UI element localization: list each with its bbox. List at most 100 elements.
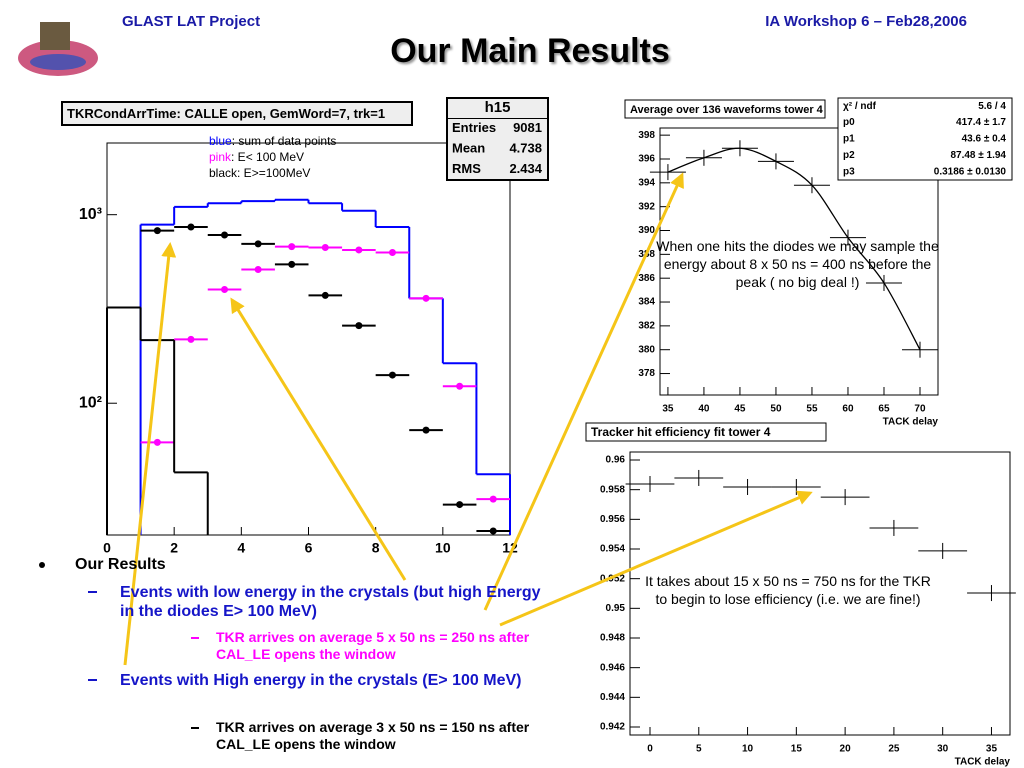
logo [18,22,98,76]
x-tick-label: 55 [806,404,818,415]
stats-value: 43.6 ± 0.4 [962,134,1007,145]
y-tick-label: 10² [79,394,102,411]
x-tick-label: 30 [937,744,949,755]
stats-value: 0.3186 ± 0.0130 [934,166,1007,177]
chart-title: Tracker hit efficiency fit tower 4 [591,425,771,439]
stats-value: 9081 [513,120,542,135]
y-tick-label: 0.948 [600,633,625,644]
y-tick-label: 0.958 [600,484,625,495]
x-tick-label: 10 [742,744,754,755]
title-box [61,101,413,126]
y-tick-label: 0.946 [600,662,625,673]
x-tick-label: 2 [170,540,178,556]
annotation: It takes about 15 x 50 ns = 750 ns for t… [645,573,931,607]
stats-key: RMS [452,161,481,176]
x-axis-label: TACK delay [955,757,1011,768]
stats-value: 87.48 ± 1.94 [950,150,1006,161]
x-tick-label: 20 [840,744,852,755]
y-tick-label: 378 [638,368,655,379]
x-tick-label: 15 [791,744,803,755]
stats-box: h15 Entries 9081 Mean 4.738 RMS 2.434 [446,97,549,181]
data-point [422,294,430,302]
stats-name: h15 [485,99,511,116]
data-point [388,249,396,257]
x-tick-label: 6 [305,540,313,556]
y-tick-label: 398 [638,130,655,141]
legend-name: blue [209,134,232,148]
x-tick-label: 60 [842,404,854,415]
data-point [422,426,430,434]
x-tick-label: 35 [986,744,998,755]
data-point [321,291,329,299]
stats-box: χ² / ndf 5.6 / 4 p0 417.4 ± 1.7 p1 43.6 ± 0.4… [837,97,1013,181]
y-tick-label: 10³ [79,206,102,223]
x-tick-label: 70 [914,404,926,415]
y-tick-label: 0.942 [600,722,625,733]
stats-key: χ² / ndf [843,101,877,112]
data-point [288,243,296,251]
data-point [254,240,262,248]
stats-frame [446,97,549,181]
data-point [355,246,363,254]
legend-name: black [209,166,238,180]
y-tick-label: 0.95 [606,603,626,614]
arrow [230,297,407,581]
legend-text: : E>=100MeV [237,166,311,180]
legend-text: : sum of data points [231,134,337,148]
header-left: GLAST LAT Project [122,13,261,30]
x-tick-label: 10 [435,540,451,556]
data-point [153,438,161,446]
bullet: Events with High energy in the crystals … [120,672,522,689]
x-tick-label: 25 [888,744,900,755]
data-point [456,501,464,509]
annotation: When one hits the diodes we may sample t… [656,238,939,290]
stats-key: p1 [843,134,855,145]
slide-title: Our Main Results [390,32,670,70]
stats-key: p0 [843,117,855,128]
data-point [254,265,262,273]
y-tick-label: 0.952 [600,573,625,584]
legend-text: : E< 100 MeV [231,150,305,164]
stats-key: p2 [843,150,855,161]
stats-value: 2.434 [509,161,542,176]
data-point [388,371,396,379]
x-tick-label: 5 [696,744,702,755]
y-tick-label: 392 [638,201,655,212]
stats-key: p3 [843,166,855,177]
x-tick-label: 35 [662,404,674,415]
y-tick-label: 384 [638,297,655,308]
legend-entry: black: E>=100MeV [209,165,336,181]
x-tick-label: 40 [698,404,710,415]
bullet: Events with low energy in the crystals (… [120,584,541,620]
stats-value: 5.6 / 4 [978,101,1006,112]
bullet: Our Results [75,556,166,573]
stats-value: 417.4 ± 1.7 [956,117,1006,128]
bullet: TKR arrives on average 3 x 50 ns = 150 n… [216,719,530,752]
data-point [221,286,229,294]
stats-frame [837,97,1013,181]
data-point [355,322,363,330]
title-box [585,422,827,442]
y-tick-label: 380 [638,344,655,355]
arrow [123,242,177,666]
y-tick-label: 386 [638,273,655,284]
y-tick-label: 0.954 [600,544,625,555]
data-point [456,382,464,390]
stats-key: Mean [452,141,485,156]
chart-title: Average over 136 waveforms tower 4 [630,104,824,116]
x-axis-label: TACK delay [883,417,939,428]
x-tick-label: 8 [372,540,380,556]
data-point [221,231,229,239]
y-tick-label: 0.956 [600,514,625,525]
bullet: TKR arrives on average 5 x 50 ns = 250 n… [216,629,530,662]
header-right: IA Workshop 6 – Feb28,2006 [765,13,967,30]
legend-entry: blue: sum of data points [209,133,336,149]
y-tick-label: 0.96 [606,455,626,466]
x-tick-label: 4 [237,540,245,556]
bullet-markers [39,562,199,729]
data-point [153,227,161,235]
x-tick-label: 65 [878,404,890,415]
y-tick-label: 396 [638,154,655,165]
data-point [187,223,195,231]
